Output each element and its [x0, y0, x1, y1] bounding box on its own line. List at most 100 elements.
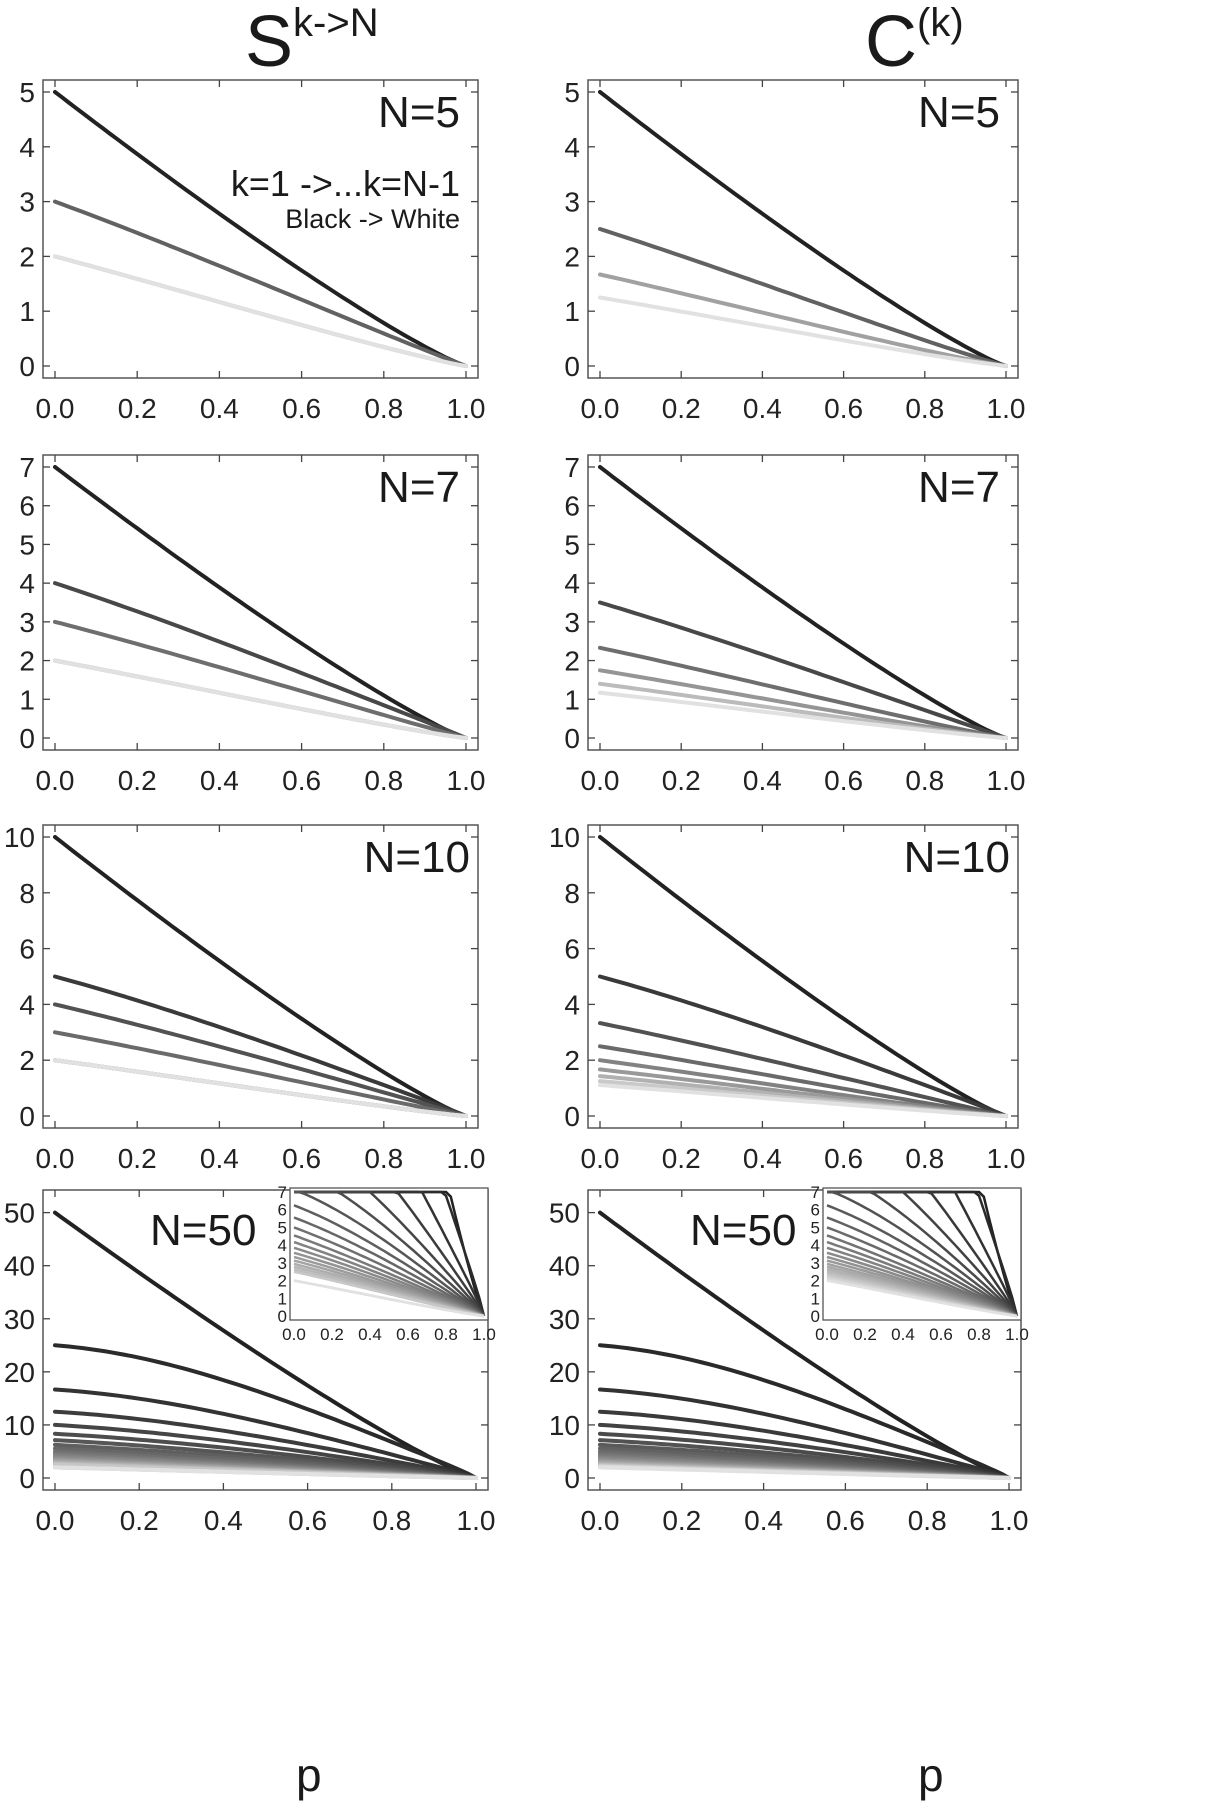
- y-tick-label: 10: [4, 822, 35, 853]
- y-tick-label: 4: [564, 989, 580, 1020]
- plot-frame: [587, 824, 1019, 1129]
- y-tick-label: 0: [564, 723, 580, 754]
- y-tick-label: 1: [19, 296, 35, 327]
- y-tick-label: 5: [19, 529, 35, 560]
- left-column-title-superscript: k->N: [293, 1, 379, 45]
- inset-y-tick-label: 7: [278, 1183, 287, 1202]
- y-tick-label: 5: [19, 77, 35, 108]
- y-tick-label: 30: [549, 1304, 580, 1335]
- inset-series-line-20: [293, 1270, 485, 1318]
- plot-frame: [587, 1189, 1022, 1491]
- y-tick-label: 7: [19, 452, 35, 483]
- x-tick-label: 0.8: [372, 1505, 411, 1536]
- series-line-3: [598, 645, 1008, 740]
- y-tick-label: 1: [19, 684, 35, 715]
- chart-panel-1: 0.0 0.2 0.4 0.6 0.8 1.0 0 1 2 3 4 5 N=5: [19, 77, 485, 424]
- y-tick-label: 2: [19, 1045, 35, 1076]
- x-tick-label: 1.0: [987, 393, 1026, 424]
- x-tick-label: 0.8: [364, 765, 403, 796]
- plot-frame: [587, 454, 1019, 751]
- inset-x-tick-label: 0.2: [853, 1325, 877, 1344]
- series-line-5: [53, 1422, 478, 1480]
- inset-y-tick-label: 7: [811, 1183, 820, 1202]
- x-tick-label: 0.6: [824, 1143, 863, 1174]
- x-tick-label: 0.2: [118, 393, 157, 424]
- inset-y-tick-label: 0: [278, 1307, 287, 1326]
- series-line-3: [53, 1002, 468, 1118]
- y-tick-label: 4: [19, 132, 35, 163]
- series-line-6: [598, 690, 1008, 740]
- series-line-2: [53, 581, 468, 740]
- inset-series-line-9: [293, 1216, 485, 1318]
- x-tick-label: 0.4: [204, 1505, 243, 1536]
- y-tick-label: 2: [564, 241, 580, 272]
- y-tick-label: 7: [564, 452, 580, 483]
- inset-x-tick-label: 0.6: [396, 1325, 420, 1344]
- series-line-2: [598, 227, 1008, 368]
- left-column-title: Sk->N: [245, 1, 379, 82]
- series-line-2: [53, 974, 468, 1118]
- series-line-1: [53, 465, 468, 740]
- x-tick-label: 1.0: [447, 765, 486, 796]
- series-line-23: [53, 1465, 478, 1480]
- series-line-3: [598, 272, 1008, 368]
- y-tick-label: 20: [549, 1357, 580, 1388]
- y-tick-label: 8: [564, 878, 580, 909]
- inset-y-tick-label: 2: [278, 1272, 287, 1291]
- y-tick-label: 5: [564, 529, 580, 560]
- y-tick-label: 2: [564, 646, 580, 677]
- x-tick-label: 0.8: [905, 393, 944, 424]
- series-line-4: [598, 295, 1008, 368]
- y-tick-label: 50: [4, 1198, 35, 1229]
- y-tick-label: 3: [564, 607, 580, 638]
- series-line-1: [53, 90, 468, 368]
- chart-panel-6: 0.0 0.2 0.4 0.6 0.8 1.0 0 2 4 6 8 10 N=10: [549, 822, 1026, 1174]
- x-tick-label: 0.4: [200, 765, 239, 796]
- y-tick-label: 10: [4, 1410, 35, 1441]
- inset-series-line-23: [293, 1279, 485, 1318]
- x-axis-label-right: p: [918, 1749, 944, 1801]
- y-tick-label: 40: [4, 1251, 35, 1282]
- inset-y-tick-label: 4: [278, 1236, 287, 1255]
- y-tick-label: 3: [19, 607, 35, 638]
- x-tick-label: 0.6: [282, 765, 321, 796]
- x-tick-label: 0.8: [908, 1505, 947, 1536]
- x-tick-label: 0.6: [824, 393, 863, 424]
- y-tick-label: 6: [564, 934, 580, 965]
- plot-frame: [587, 79, 1019, 379]
- chart-panel-5: 0.0 0.2 0.4 0.6 0.8 1.0 0 2 4 6 8 10 N=10: [4, 822, 486, 1174]
- panel-n-label: N=5: [378, 88, 460, 137]
- inset-series-line-11: [826, 1234, 1018, 1318]
- y-tick-label: 3: [19, 187, 35, 218]
- x-tick-label: 0.2: [118, 1143, 157, 1174]
- inset-y-tick-label: 3: [278, 1254, 287, 1273]
- x-tick-label: 1.0: [987, 1143, 1026, 1174]
- y-tick-label: 1: [564, 684, 580, 715]
- y-tick-label: 50: [549, 1198, 580, 1229]
- series-line-2: [598, 1343, 1011, 1480]
- y-tick-label: 2: [19, 646, 35, 677]
- inset-y-tick-label: 5: [811, 1218, 820, 1237]
- inset-series-line-25: [826, 1279, 1018, 1318]
- annotation-color-order: Black -> White: [285, 204, 460, 234]
- panel-n-label: N=7: [918, 463, 1000, 512]
- inset-series-line-10: [293, 1226, 485, 1318]
- series-line-9: [53, 1058, 468, 1118]
- inset-series-line-9: [826, 1216, 1018, 1318]
- x-tick-label: 1.0: [987, 765, 1026, 796]
- x-tick-label: 0.8: [905, 1143, 944, 1174]
- right-column-title-superscript: (k): [917, 1, 964, 45]
- inset-y-tick-label: 6: [278, 1201, 287, 1220]
- x-tick-label: 0.0: [581, 765, 620, 796]
- y-tick-label: 30: [4, 1304, 35, 1335]
- inset-x-tick-label: 0.8: [967, 1325, 991, 1344]
- x-tick-label: 1.0: [457, 1505, 496, 1536]
- annotation-k-range: k=1 ->...k=N-1: [231, 163, 460, 204]
- y-tick-label: 4: [19, 989, 35, 1020]
- series-line-3: [53, 619, 468, 740]
- y-tick-label: 6: [19, 491, 35, 522]
- x-tick-label: 0.6: [282, 393, 321, 424]
- series-line-1: [598, 835, 1008, 1118]
- inset-y-tick-label: 2: [811, 1272, 820, 1291]
